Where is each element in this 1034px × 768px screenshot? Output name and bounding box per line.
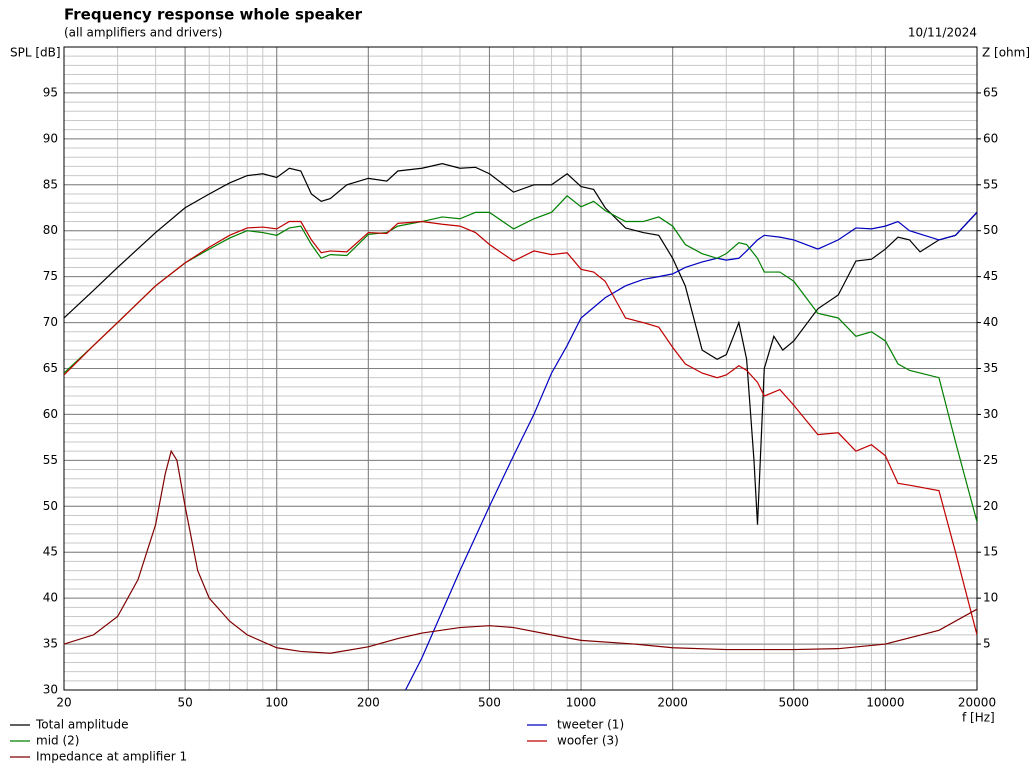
series-line xyxy=(64,220,977,636)
x-tick-label: 50 xyxy=(177,696,192,710)
x-tick-label: 2000 xyxy=(657,696,688,710)
y2-tick-label: 30 xyxy=(983,407,998,421)
x-tick-label: 1000 xyxy=(566,696,597,710)
y-tick-label: 65 xyxy=(43,361,58,375)
y-tick-label: 90 xyxy=(43,131,58,145)
y2-tick-label: 45 xyxy=(983,269,998,283)
series-line xyxy=(64,163,977,525)
y2-tick-label: 35 xyxy=(983,361,998,375)
y-axis-label: SPL [dB] xyxy=(10,46,61,60)
x-tick-label: 100 xyxy=(265,696,288,710)
y2-tick-label: 15 xyxy=(983,545,998,559)
series-line xyxy=(64,194,977,523)
x-tick-label: 5000 xyxy=(778,696,809,710)
legend-label: Impedance at amplifier 1 xyxy=(36,750,187,764)
y2-tick-label: 65 xyxy=(983,85,998,99)
y-tick-label: 85 xyxy=(43,177,58,191)
legend-label: mid (2) xyxy=(36,734,79,748)
y2-tick-label: 10 xyxy=(983,591,998,605)
plot-border xyxy=(63,46,978,691)
y2-tick-label: 50 xyxy=(983,223,998,237)
y2-tick-label: 55 xyxy=(983,177,998,191)
y-tick-label: 35 xyxy=(43,637,58,651)
y-tick-label: 30 xyxy=(43,683,58,697)
y-tick-label: 70 xyxy=(43,315,58,329)
chart-subtitle: (all amplifiers and drivers) xyxy=(64,26,222,40)
y-tick-label: 50 xyxy=(43,499,58,513)
legend-label: Total amplitude xyxy=(35,718,128,732)
y-tick-label: 95 xyxy=(43,85,58,99)
y-tick-label: 45 xyxy=(43,545,58,559)
y2-axis-label: Z [ohm] xyxy=(982,46,1030,60)
y2-tick-label: 20 xyxy=(983,499,998,513)
y2-tick-label: 25 xyxy=(983,453,998,467)
chart-title: Frequency response whole speaker xyxy=(64,6,363,24)
y-tick-label: 55 xyxy=(43,453,58,467)
x-tick-label: 500 xyxy=(478,696,501,710)
series-line xyxy=(64,449,977,654)
y2-tick-label: 60 xyxy=(983,131,998,145)
x-axis-label: f [Hz] xyxy=(962,711,995,725)
x-tick-label: 20 xyxy=(56,696,71,710)
y-tick-label: 40 xyxy=(43,591,58,605)
y-tick-label: 60 xyxy=(43,407,58,421)
legend-label: woofer (3) xyxy=(557,734,619,748)
y2-tick-label: 5 xyxy=(983,637,991,651)
x-tick-label: 200 xyxy=(357,696,380,710)
legend-label: tweeter (1) xyxy=(557,718,624,732)
y2-tick-label: 40 xyxy=(983,315,998,329)
y-tick-label: 75 xyxy=(43,269,58,283)
x-tick-label: 10000 xyxy=(866,696,904,710)
chart-date: 10/11/2024 xyxy=(908,26,977,40)
y-tick-label: 80 xyxy=(43,223,58,237)
series-line xyxy=(404,211,977,690)
x-tick-label: 20000 xyxy=(958,696,996,710)
